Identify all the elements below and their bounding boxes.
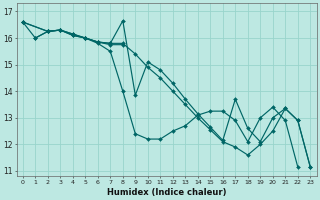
X-axis label: Humidex (Indice chaleur): Humidex (Indice chaleur) [107, 188, 226, 197]
